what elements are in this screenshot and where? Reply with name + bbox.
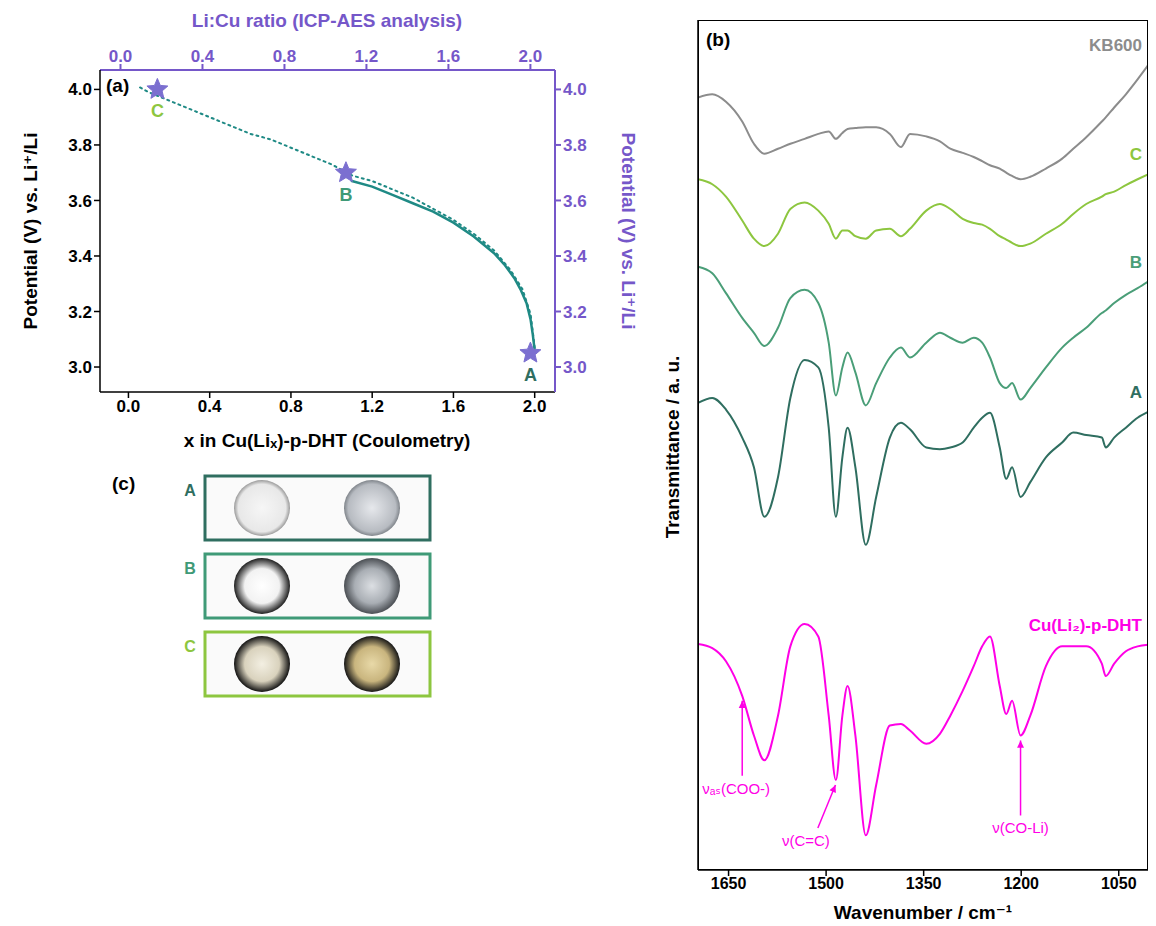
html-text:(c): (c) [112, 473, 136, 494]
html-text:Li:Cu ratio (ICP-AES analysis): Li:Cu ratio (ICP-AES analysis) [191, 9, 463, 31]
svg-text:0.0: 0.0 [117, 397, 141, 416]
svg-text:A: A [1130, 383, 1142, 402]
svg-text:0.4: 0.4 [198, 397, 222, 416]
svg-text:B: B [339, 185, 352, 205]
svg-text:1.6: 1.6 [442, 397, 466, 416]
svg-text:1650: 1650 [711, 875, 747, 892]
svg-text:ν(CO-Li): ν(CO-Li) [992, 819, 1049, 836]
svg-text:A: A [184, 482, 196, 499]
svg-text:1050: 1050 [1101, 875, 1137, 892]
svg-text:1200: 1200 [1003, 875, 1039, 892]
html-text:Potential (V) vs. Li⁺/Li: Potential (V) vs. Li⁺/Li [617, 132, 639, 330]
svg-text:KB600: KB600 [1089, 36, 1142, 55]
svg-text:0.8: 0.8 [279, 397, 303, 416]
html-text:Transmittance / a. u.: Transmittance / a. u. [661, 355, 683, 539]
svg-text:3.6: 3.6 [68, 192, 92, 211]
svg-text:1.2: 1.2 [355, 47, 379, 66]
svg-text:1.2: 1.2 [360, 397, 384, 416]
svg-text:C: C [1130, 145, 1142, 164]
svg-text:4.0: 4.0 [563, 80, 587, 99]
svg-text:B: B [184, 560, 196, 577]
html-text:Wavenumber / cm⁻¹: Wavenumber / cm⁻¹ [833, 901, 1013, 923]
html-text:(a): (a) [106, 75, 130, 96]
svg-text:C: C [151, 101, 164, 121]
svg-text:3.0: 3.0 [563, 358, 587, 377]
svg-text:0.0: 0.0 [109, 47, 133, 66]
svg-text:0.8: 0.8 [273, 47, 297, 66]
svg-text:1.6: 1.6 [437, 47, 461, 66]
svg-text:νₐₛ(COO-): νₐₛ(COO-) [702, 780, 770, 797]
svg-text:A: A [524, 365, 537, 385]
svg-text:3.0: 3.0 [68, 358, 92, 377]
svg-text:C: C [184, 638, 196, 655]
svg-text:1500: 1500 [808, 875, 844, 892]
svg-text:4.0: 4.0 [68, 80, 92, 99]
svg-text:3.4: 3.4 [68, 247, 92, 266]
svg-text:3.2: 3.2 [563, 303, 587, 322]
svg-text:3.8: 3.8 [68, 136, 92, 155]
svg-text:3.6: 3.6 [563, 192, 587, 211]
svg-text:1350: 1350 [906, 875, 942, 892]
svg-text:2.0: 2.0 [519, 47, 543, 66]
svg-text:0.4: 0.4 [191, 47, 215, 66]
svg-text:ν(C=C): ν(C=C) [782, 832, 830, 849]
html-text:x in Cu(Liₓ)-p-DHT (Coulometry: x in Cu(Liₓ)-p-DHT (Coulometry) [183, 429, 471, 451]
svg-text:2.0: 2.0 [523, 397, 547, 416]
html-text:(b): (b) [706, 29, 731, 50]
svg-text:B: B [1130, 253, 1142, 272]
svg-text:3.2: 3.2 [68, 303, 92, 322]
html-text:Potential (V) vs. Li⁺/Li: Potential (V) vs. Li⁺/Li [19, 132, 41, 330]
svg-text:3.8: 3.8 [563, 136, 587, 155]
svg-text:Cu(Li₂)-p-DHT: Cu(Li₂)-p-DHT [1029, 616, 1143, 635]
svg-text:3.4: 3.4 [563, 247, 587, 266]
